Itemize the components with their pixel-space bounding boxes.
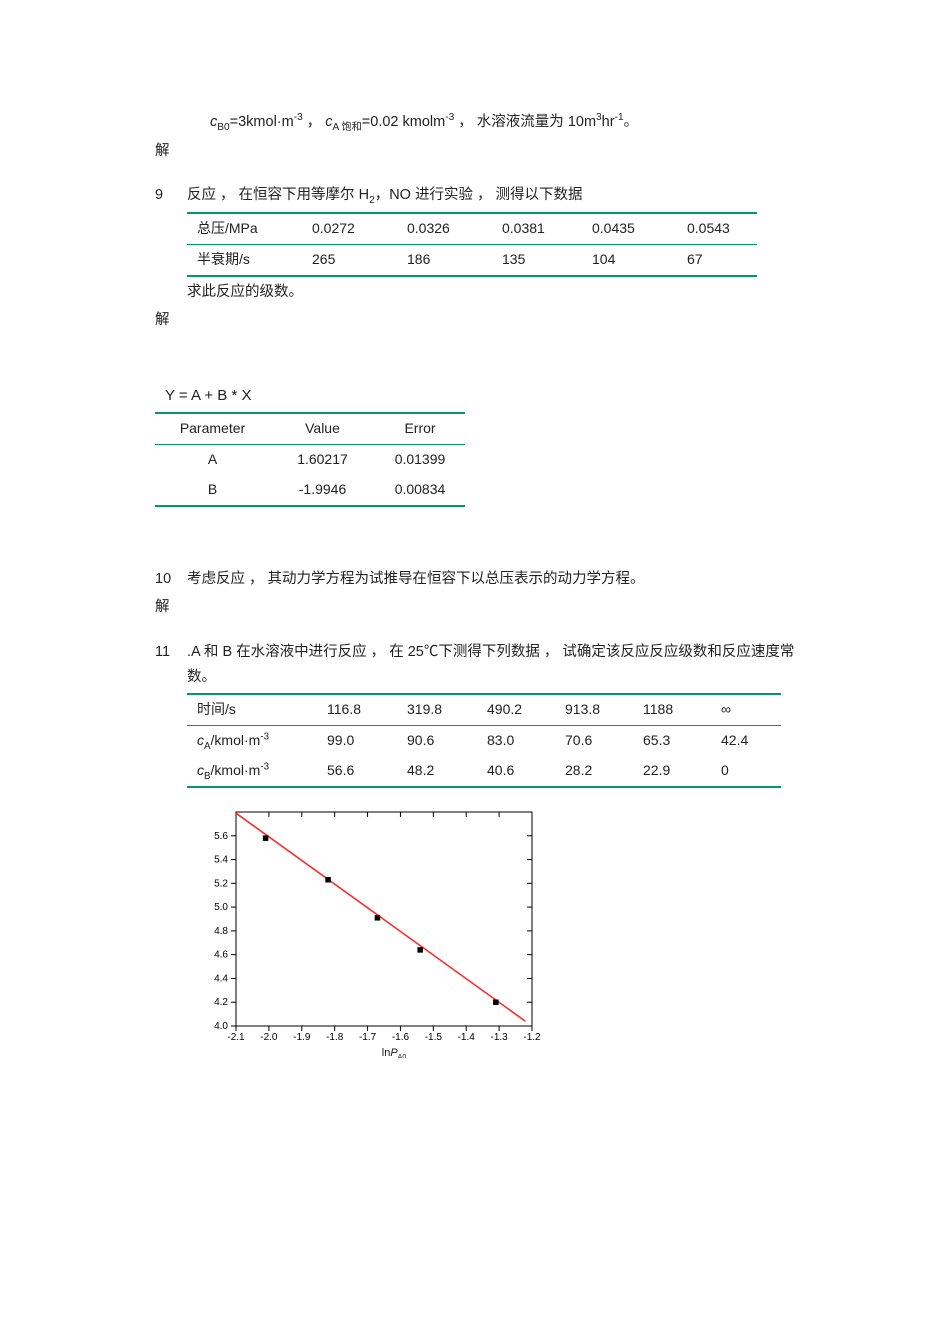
question-9-text: 反应 ， 在恒容下用等摩尔 H2，NO 进行实验 ， 测得以下数据 <box>187 183 815 208</box>
regression-chart: -2.1 -2.0 -1.9 -1.8 -1.7 -1.6 -1.5 -1.4 -1.3 -1.2… <box>190 802 815 1067</box>
table-cell: 116.8 <box>317 694 397 725</box>
table-row-label: cB/kmol·m-3 <box>187 756 317 787</box>
table-cell: 0 <box>711 756 781 787</box>
regression-equation: Y = A + B * X <box>165 383 815 409</box>
table-cell: 135 <box>492 244 582 275</box>
svg-text:-1.6: -1.6 <box>392 1032 410 1043</box>
table-header: Value <box>270 413 375 444</box>
question-9: 9 反应 ， 在恒容下用等摩尔 H2，NO 进行实验 ， 测得以下数据 总压/M… <box>155 183 815 304</box>
intro-line: cB0=3kmol·m-3 ， cA 饱和=0.02 kmolm-3 ， 水溶液… <box>210 110 815 135</box>
question-10-text: 考虑反应 ， 其动力学方程为试推导在恒容下以总压表示的动力学方程。 <box>187 567 815 592</box>
table-cell: 0.00834 <box>375 475 465 506</box>
svg-text:-1.8: -1.8 <box>326 1032 344 1043</box>
table-cell: 40.6 <box>477 756 555 787</box>
regression-table: ParameterValueError A1.602170.01399 B-1.99… <box>155 412 815 506</box>
question-number: 10 <box>155 567 187 592</box>
table-cell: 1.60217 <box>270 445 375 475</box>
table-cell: 70.6 <box>555 726 633 756</box>
svg-text:4.4: 4.4 <box>214 973 228 984</box>
table-cell: B <box>155 475 270 506</box>
table-cell: 319.8 <box>397 694 477 725</box>
svg-text:4.6: 4.6 <box>214 949 228 960</box>
svg-text:-1.2: -1.2 <box>523 1032 541 1043</box>
table-cell: 913.8 <box>555 694 633 725</box>
svg-text:-2.1: -2.1 <box>227 1032 245 1043</box>
table-cell: 490.2 <box>477 694 555 725</box>
table-cell: 0.0435 <box>582 213 677 244</box>
table-cell: 0.0543 <box>677 213 757 244</box>
table-row-label: cA/kmol·m-3 <box>187 726 317 756</box>
table-cell: A <box>155 445 270 475</box>
svg-text:-1.3: -1.3 <box>490 1032 508 1043</box>
svg-text:-1.7: -1.7 <box>359 1032 377 1043</box>
table-cell: 48.2 <box>397 756 477 787</box>
table-row-label: 时间/s <box>187 694 317 725</box>
table-cell: -1.9946 <box>270 475 375 506</box>
solution-label-3: 解 <box>155 595 815 620</box>
table-cell: 0.0326 <box>397 213 492 244</box>
question-10: 10 考虑反应 ， 其动力学方程为试推导在恒容下以总压表示的动力学方程。 <box>155 567 815 592</box>
svg-text:-1.4: -1.4 <box>458 1032 476 1043</box>
table-cell: 186 <box>397 244 492 275</box>
svg-text:-1.9: -1.9 <box>293 1032 311 1043</box>
solution-label-2: 解 <box>155 308 815 333</box>
svg-text:-2.0: -2.0 <box>260 1032 278 1043</box>
table-cell: 56.6 <box>317 756 397 787</box>
question-11: 11 .A 和 B 在水溶液中进行反应 ， 在 25℃下测得下列数据 ， 试确定… <box>155 640 815 788</box>
svg-text:5.0: 5.0 <box>214 902 228 913</box>
table-cell: 22.9 <box>633 756 711 787</box>
svg-text:5.6: 5.6 <box>214 830 228 841</box>
svg-text:5.4: 5.4 <box>214 854 228 865</box>
question-11-text: .A 和 B 在水溶液中进行反应 ， 在 25℃下测得下列数据 ， 试确定该反应… <box>187 640 815 689</box>
svg-text:4.0: 4.0 <box>214 1021 228 1032</box>
table-cell: 83.0 <box>477 726 555 756</box>
svg-text:-1.5: -1.5 <box>425 1032 443 1043</box>
document-page: cB0=3kmol·m-3 ， cA 饱和=0.02 kmolm-3 ， 水溶液… <box>0 0 945 1343</box>
question-number: 9 <box>155 183 187 208</box>
table-cell: 65.3 <box>633 726 711 756</box>
table-cell: 1188 <box>633 694 711 725</box>
table-cell: 42.4 <box>711 726 781 756</box>
table-row-label: 总压/MPa <box>187 213 302 244</box>
table-cell: 90.6 <box>397 726 477 756</box>
svg-text:4.8: 4.8 <box>214 926 228 937</box>
table-cell: 265 <box>302 244 397 275</box>
svg-text:5.2: 5.2 <box>214 878 228 889</box>
question-number: 11 <box>155 640 187 665</box>
table-cell: 67 <box>677 244 757 275</box>
table-cell: 0.0272 <box>302 213 397 244</box>
table-cell: ∞ <box>711 694 781 725</box>
solution-label-1: 解 <box>155 139 815 164</box>
table-cell: 0.01399 <box>375 445 465 475</box>
table-cell: 0.0381 <box>492 213 582 244</box>
question-9-table: 总压/MPa0.02720.03260.03810.04350.0543 半衰期/… <box>187 212 815 277</box>
table-cell: 28.2 <box>555 756 633 787</box>
table-cell: 104 <box>582 244 677 275</box>
question-9-after: 求此反应的级数。 <box>187 280 815 305</box>
svg-text:4.2: 4.2 <box>214 997 228 1008</box>
table-cell: 99.0 <box>317 726 397 756</box>
table-row-label: 半衰期/s <box>187 244 302 275</box>
table-header: Parameter <box>155 413 270 444</box>
table-header: Error <box>375 413 465 444</box>
question-11-table: 时间/s116.8319.8490.2913.81188∞ cA/kmol·m-3… <box>187 693 815 787</box>
